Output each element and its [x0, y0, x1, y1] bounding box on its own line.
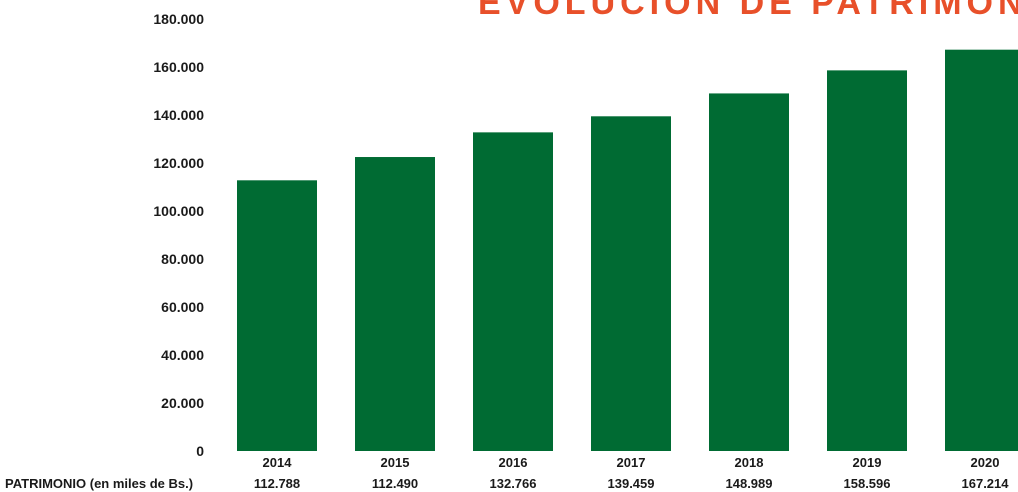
bar-2016: [473, 132, 553, 451]
bar-2017: [591, 116, 671, 451]
x-tick-label: 2018: [735, 455, 764, 470]
value-label: 139.459: [608, 476, 655, 491]
y-tick-label: 80.000: [161, 251, 204, 267]
bar-2015: [355, 157, 435, 452]
x-tick-label: 2015: [381, 455, 410, 470]
value-label: 112.490: [372, 476, 418, 491]
value-label: 158.596: [844, 476, 891, 491]
bars: [237, 49, 1018, 452]
y-tick-label: 160.000: [153, 59, 204, 75]
y-axis: 0 20.000 40.000 60.000 80.000 100.000 120.000 1…: [153, 11, 204, 459]
value-label: 112.788: [254, 476, 300, 491]
y-tick-label: 100.000: [153, 203, 204, 219]
bar-2018: [709, 93, 789, 452]
value-label: 167.214: [962, 476, 1010, 491]
row-label: PATRIMONIO (en miles de Bs.): [5, 476, 193, 491]
y-tick-label: 20.000: [161, 395, 204, 411]
value-row: 112.788 112.490 132.766 139.459 148.989 158.5…: [254, 476, 1009, 491]
y-tick-label: 180.000: [153, 11, 204, 27]
y-tick-label: 60.000: [161, 299, 204, 315]
x-tick-label: 2014: [263, 455, 293, 470]
x-tick-label: 2016: [499, 455, 528, 470]
y-tick-label: 0: [196, 443, 204, 459]
value-label: 132.766: [490, 476, 537, 491]
y-tick-label: 140.000: [153, 107, 204, 123]
x-tick-label: 2017: [617, 455, 646, 470]
bar-2020: [945, 49, 1018, 451]
x-axis: 2014 2015 2016 2017 2018 2019 2020: [263, 455, 1000, 470]
bar-2019: [827, 70, 907, 451]
y-tick-label: 120.000: [153, 155, 204, 171]
y-tick-label: 40.000: [161, 347, 204, 363]
value-label: 148.989: [726, 476, 773, 491]
bar-2014: [237, 180, 317, 451]
chart-title: EVOLUCIÓN DE PATRIMONIO: [478, 0, 1018, 22]
x-tick-label: 2019: [853, 455, 882, 470]
x-tick-label: 2020: [971, 455, 1000, 470]
